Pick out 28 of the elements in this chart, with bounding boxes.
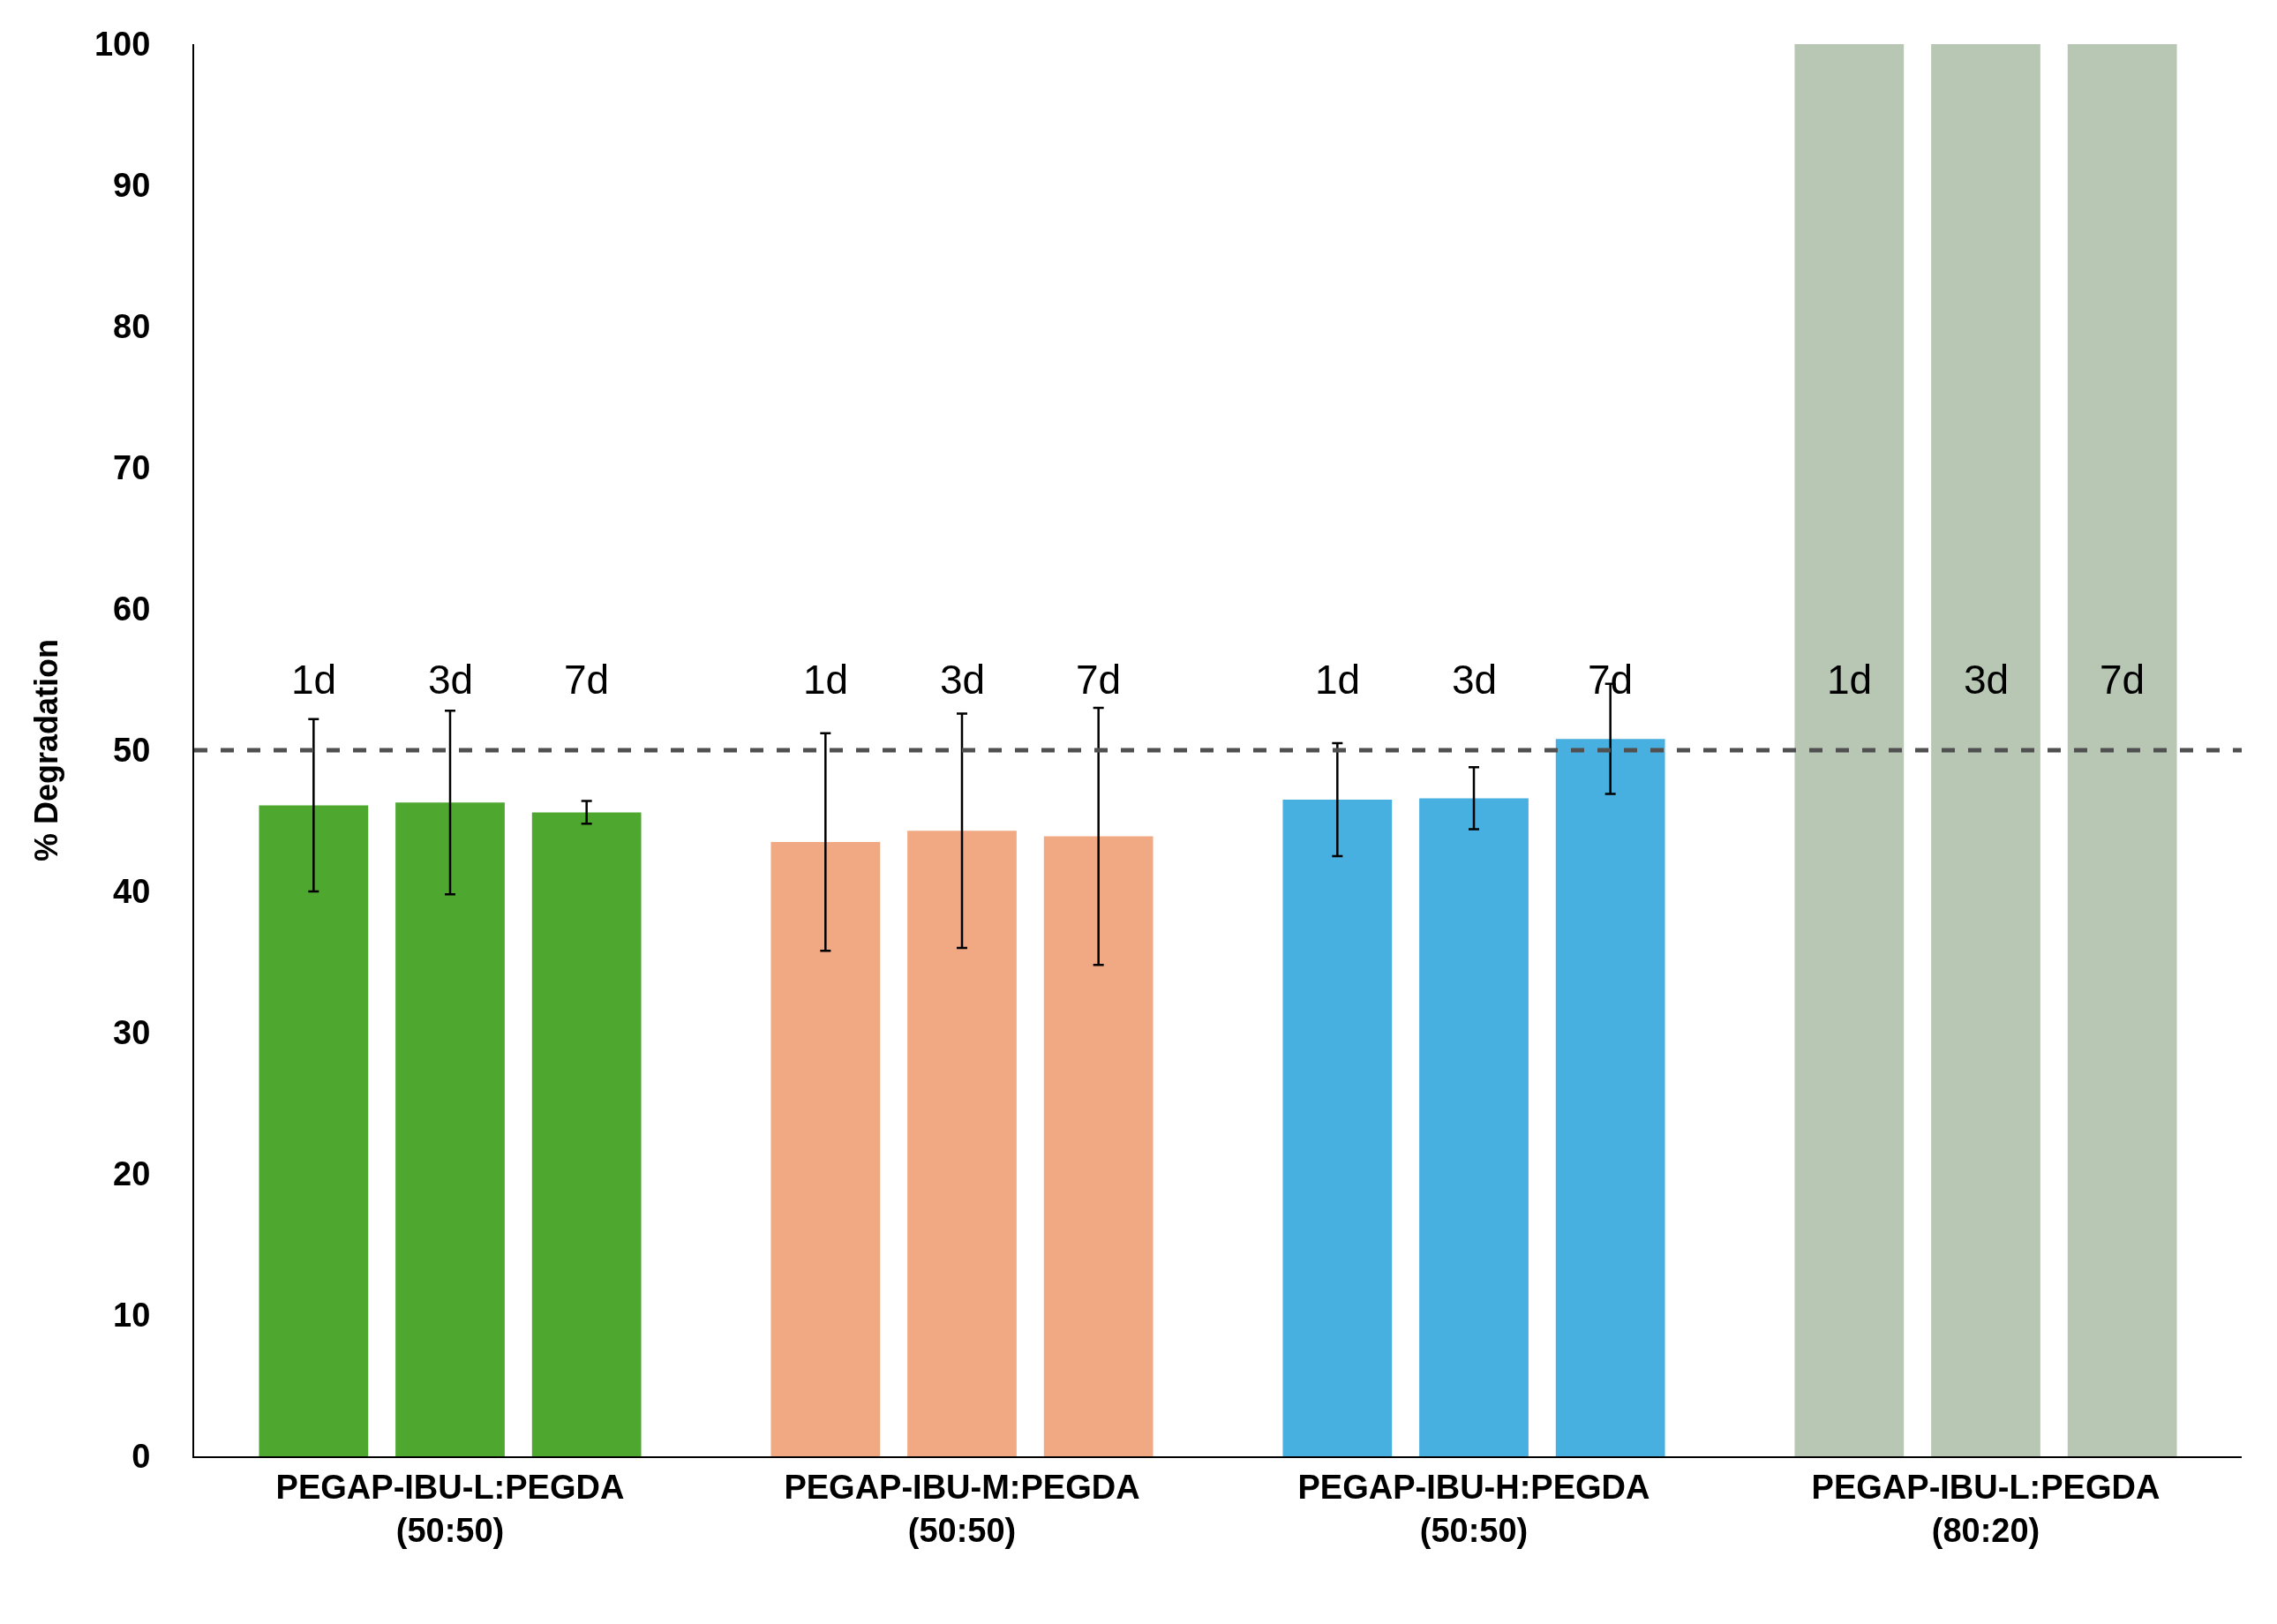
x-tick-label: PEGAP-IBU-L:PEGDA (80:20) [1811,1468,2161,1549]
y-tick-label: 80 [113,308,151,346]
y-tick-label: 90 [113,167,151,205]
y-tick-label: 50 [113,732,151,770]
text: 3d [428,657,474,703]
y-tick-label: 100 [94,26,151,64]
text: 1d [291,657,337,703]
y-tick-label: 20 [113,1155,151,1193]
y-tick-label: 10 [113,1297,151,1335]
y-tick-label: 70 [113,449,151,487]
y-tick-label: 0 [132,1438,151,1476]
text: 3d [1452,657,1498,703]
text: 1d [803,657,849,703]
text: 7d [1588,657,1634,703]
y-tick-label: 30 [113,1014,151,1052]
series-label: 1d [1827,657,1873,703]
y-axis-title: % Degradation [28,638,65,862]
text: 7d [1076,657,1122,703]
x-tick-label: PEGAP-IBU-H:PEGDA (50:50) [1297,1468,1650,1549]
x-tick-label: PEGAP-IBU-L:PEGDA (50:50) [275,1468,625,1549]
series-label: 3d [1964,657,2010,703]
text: 3d [940,657,986,703]
x-tick-label: PEGAP-IBU-M:PEGDA (50:50) [784,1468,1140,1549]
text: 7d [564,657,610,703]
text: 1d [1315,657,1361,703]
y-tick-label: 60 [113,590,151,628]
series-label: 7d [2100,657,2145,703]
y-tick-label: 40 [113,873,151,911]
